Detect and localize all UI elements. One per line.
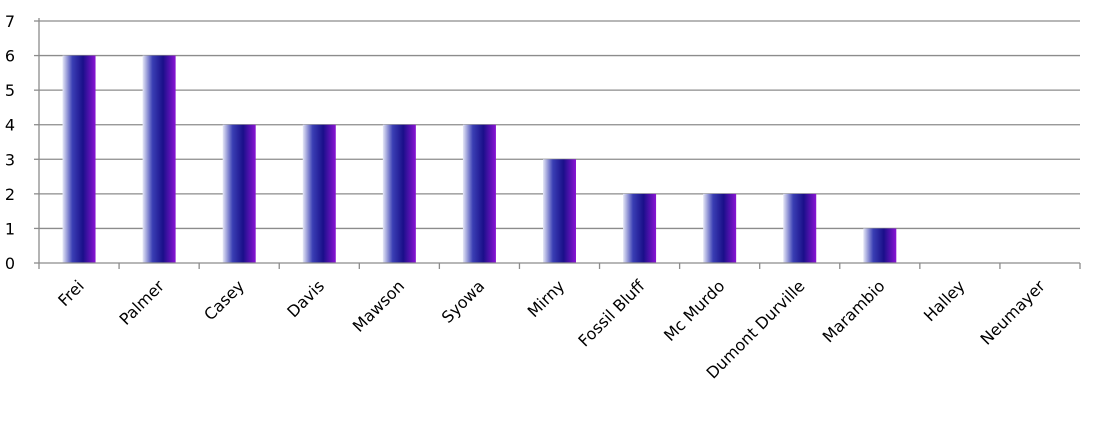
bar-mawson [382, 124, 416, 263]
y-tick-label: 5 [5, 81, 15, 100]
x-tick-label: Davis [283, 276, 328, 321]
x-tick-labels: Frei Palmer Casey Davis Mawson Syowa Mirny Foss… [54, 276, 1049, 383]
x-tick-label: Frei [54, 276, 88, 310]
bar-mc-murdo [703, 193, 737, 263]
y-tick-label: 2 [5, 185, 15, 204]
y-tick-label: 4 [5, 116, 15, 135]
x-tick-label: Mawson [349, 276, 408, 335]
x-tick-label: Syowa [438, 276, 488, 326]
y-tick-label: 1 [5, 219, 15, 238]
bar-fossil-bluff [623, 193, 657, 263]
bar-palmer [142, 55, 176, 264]
y-tick-label: 6 [5, 47, 15, 66]
x-tick-label: Fossil Bluff [574, 276, 649, 351]
x-tick-label: Marambio [819, 276, 889, 346]
bar-syowa [462, 124, 496, 263]
x-tick-label: Halley [920, 276, 969, 325]
y-tick-label: 3 [5, 150, 15, 169]
x-tick-label: Mc Murdo [660, 276, 729, 345]
x-tick-label: Mirny [524, 276, 569, 321]
bar-dumont-durville [783, 193, 817, 263]
bar-davis [302, 124, 336, 263]
x-tick-label: Casey [200, 276, 248, 324]
y-tick-label: 7 [5, 12, 15, 31]
x-tick-label: Neumayer [976, 276, 1049, 349]
y-tick-labels: 0 1 2 3 4 5 6 7 [5, 12, 15, 273]
x-tick-label: Palmer [115, 276, 168, 329]
bars [62, 55, 897, 264]
bar-marambio [863, 228, 897, 263]
bar-frei [62, 55, 96, 264]
bar-mirny [543, 159, 576, 263]
bar-casey [222, 124, 256, 263]
axes [34, 18, 1081, 269]
y-tick-label: 0 [5, 254, 15, 273]
